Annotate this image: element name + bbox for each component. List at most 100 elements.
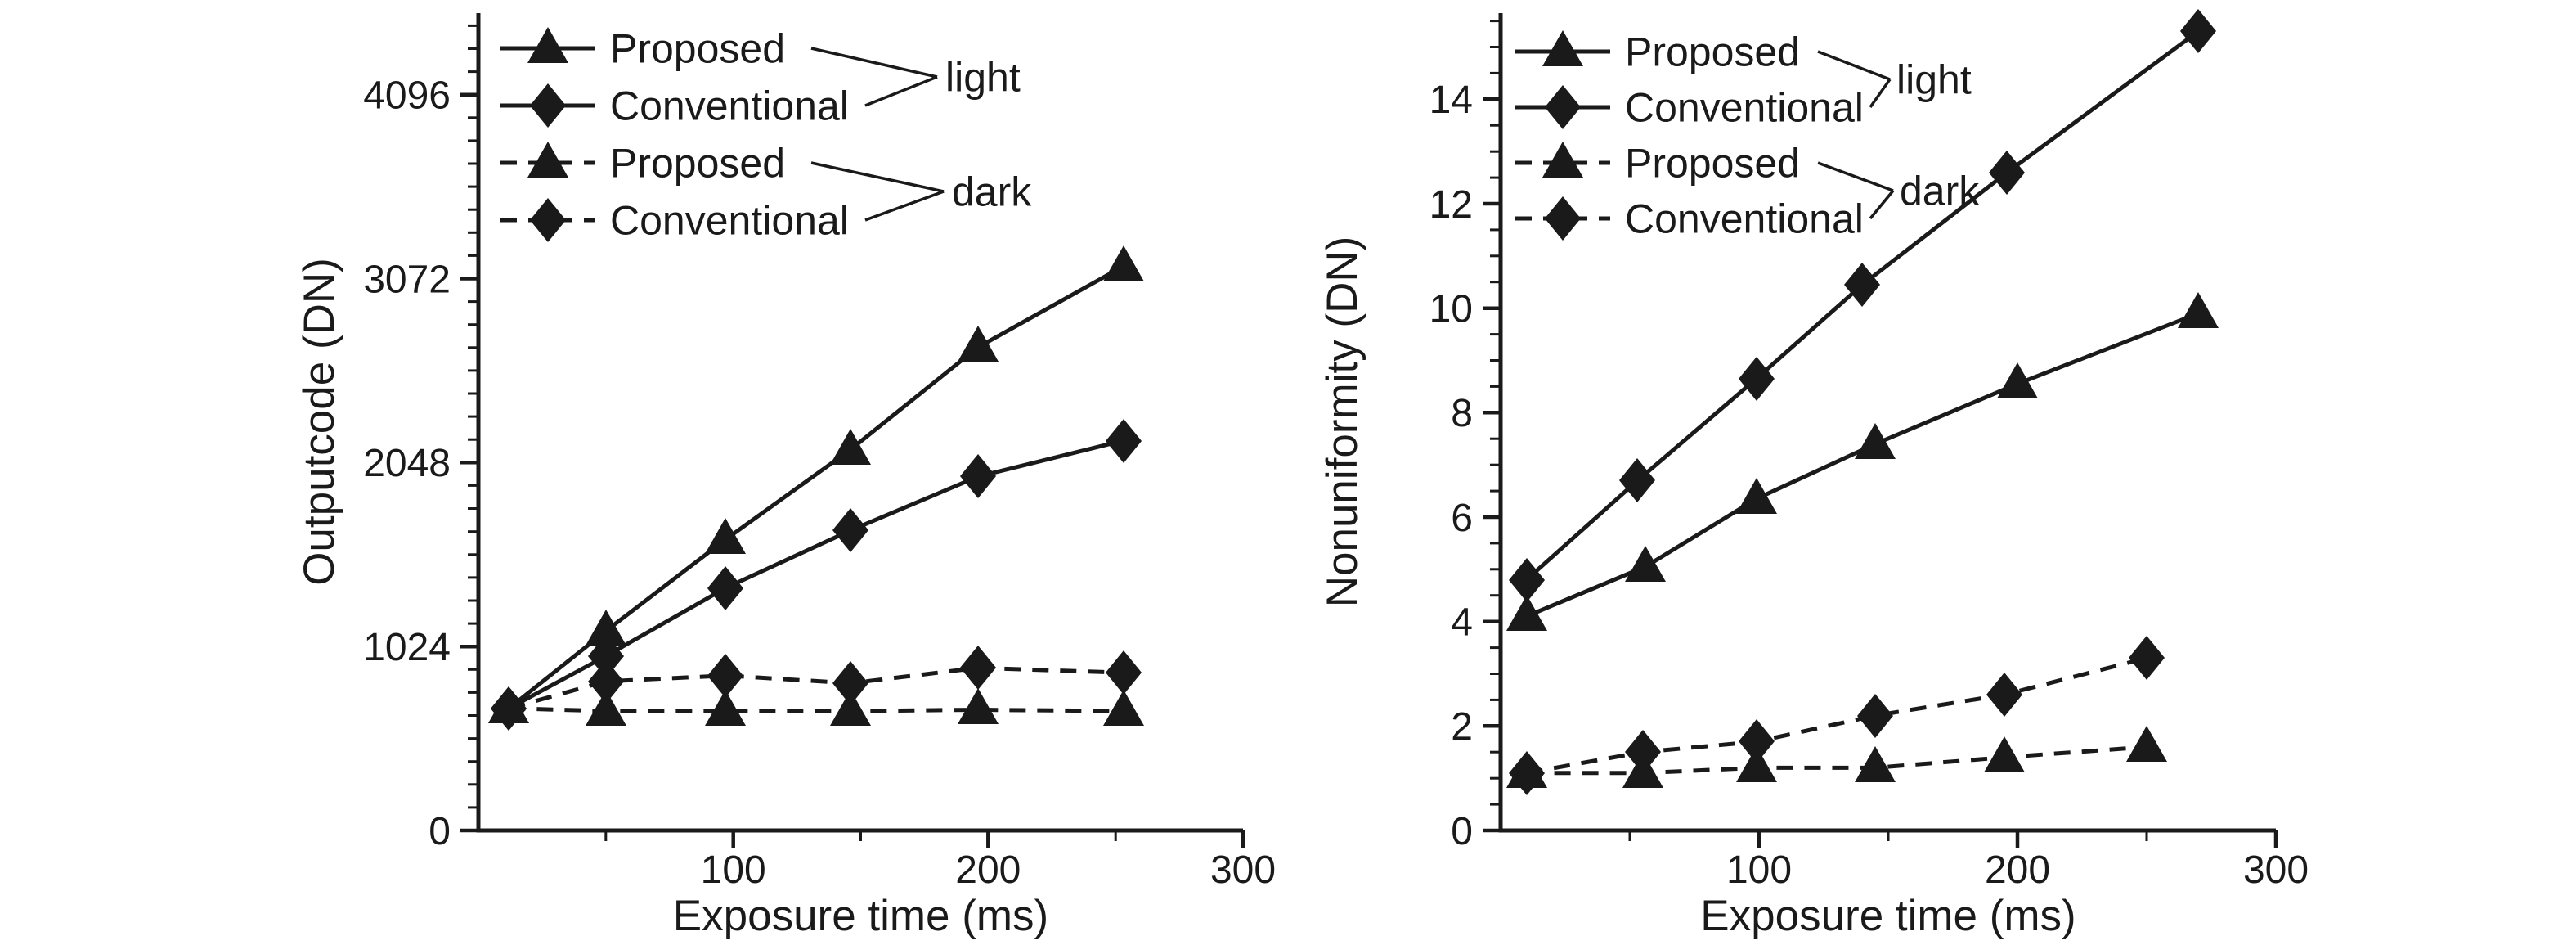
y-tick-label: 0 [429,810,451,853]
x-tick-label: 100 [1726,848,1792,892]
legend-marker-diamond [1545,85,1581,129]
legend-marker-triangle [527,142,568,178]
y-tick-label: 1024 [363,626,451,669]
marker-conventional-dark [707,654,743,698]
marker-proposed-dark [958,688,999,724]
series-line-proposed-dark [1526,745,2147,776]
y-tick-label: 10 [1429,288,1473,331]
series-line-proposed-light [1525,311,2200,619]
marker-conventional-dark [1857,694,1893,738]
marker-conventional-light [588,634,624,678]
marker-proposed-light [586,610,626,646]
marker-conventional-dark [1625,730,1661,774]
legend-group-label: dark [1900,169,1980,214]
y-tick-label: 14 [1429,79,1473,122]
marker-conventional-light [1619,458,1655,502]
x-tick-label: 200 [955,848,1021,892]
legend-bracket [810,47,938,79]
marker-proposed-light [1103,245,1144,281]
marker-conventional-dark [832,661,868,705]
legend-label: Conventional [610,198,849,244]
y-tick-label: 2048 [363,442,451,485]
series-line-conventional-light [1524,29,2200,582]
marker-conventional-light [1739,357,1775,401]
marker-proposed-dark [830,690,871,726]
marker-proposed-light [705,518,746,554]
marker-proposed-light [1625,546,1666,582]
legend-group-label: dark [952,169,1032,215]
marker-proposed-light [958,326,999,362]
legend-marker-diamond [1545,196,1581,241]
marker-proposed-dark [586,690,626,726]
marker-conventional-dark [1986,673,2022,717]
outputcode-chart: 0 1024 2048 3072 4096 100 200 300 Exposure time … [295,13,1276,940]
legend-label: Proposed [610,141,785,187]
marker-proposed-dark [705,690,746,726]
legend-label: Conventional [1625,196,1864,242]
legend-group-label: light [1896,57,1972,103]
legend-bracket [864,75,938,107]
legend-marker-diamond [530,83,566,128]
marker-proposed-dark [2126,726,2167,762]
marker-conventional-light [832,508,868,552]
y-tick-label: 4096 [363,74,451,118]
legend-label: Conventional [610,83,849,129]
x-tick-label: 100 [701,848,766,892]
x-tick-label: 300 [1210,848,1276,892]
x-axis-label: Exposure time (ms) [673,892,1048,940]
series-line-conventional-dark [508,665,1124,711]
y-tick-label: 0 [1451,810,1473,853]
marker-conventional-dark [2129,636,2165,680]
marker-conventional-light [707,566,743,610]
marker-conventional-light [1844,263,1880,307]
legend-label: Proposed [1625,29,1800,75]
y-axis-label: Outputcode (DN) [295,258,343,586]
marker-conventional-dark [1509,751,1545,795]
legend-marker-triangle [1542,30,1583,66]
x-axis-label: Exposure time (ms) [1700,892,2076,940]
legend-bracket [864,190,945,222]
marker-proposed-light [1506,595,1547,631]
y-tick-label: 2 [1451,705,1473,749]
nonuniformity-chart: 0 2 4 6 8 10 12 14 100 200 300 Exposure time (ms) No… [1318,9,2309,940]
legend-group-label: light [945,55,1021,101]
y-tick-label: 6 [1451,497,1473,540]
legend-bracket [1817,161,1894,192]
y-tick-label: 8 [1451,392,1473,435]
y-tick-label: 12 [1429,183,1473,227]
marker-conventional-light [1989,151,2025,195]
marker-proposed-dark [1736,746,1777,782]
marker-proposed-dark [1103,690,1144,726]
marker-conventional-light [960,454,996,498]
marker-conventional-dark [588,659,624,704]
y-tick-label: 4 [1451,601,1473,645]
y-axis-label: Nonuniformity (DN) [1318,236,1367,608]
series-line-conventional-light [508,439,1124,710]
legend-bracket [1817,50,1891,81]
marker-proposed-light [2178,292,2219,328]
marker-conventional-light [2180,9,2216,53]
legend-label: Conventional [1625,85,1864,131]
legend-label: Proposed [1625,141,1800,187]
outputcode-chart-panel: 0 1024 2048 3072 4096 100 200 300 Exposure time … [0,0,1288,941]
marker-proposed-light [1855,423,1896,459]
marker-conventional-light [1509,558,1545,602]
legend-label: Proposed [610,26,785,72]
series-line-proposed-dark [509,706,1124,713]
y-tick-label: 3072 [363,258,451,301]
marker-conventional-dark [1739,719,1775,763]
legend-bracket [1869,78,1892,109]
legend-marker-diamond [530,198,566,242]
legend-marker-triangle [1542,142,1583,178]
legend-bracket [810,161,945,193]
marker-proposed-light [1997,362,2038,398]
marker-proposed-dark [1855,746,1896,782]
x-tick-label: 200 [1985,848,2050,892]
legend-marker-triangle [527,27,568,63]
marker-conventional-dark [960,646,996,690]
marker-proposed-light [1736,478,1777,514]
marker-proposed-dark [1984,736,2025,772]
x-tick-label: 300 [2243,848,2309,892]
marker-conventional-light [1106,419,1142,463]
